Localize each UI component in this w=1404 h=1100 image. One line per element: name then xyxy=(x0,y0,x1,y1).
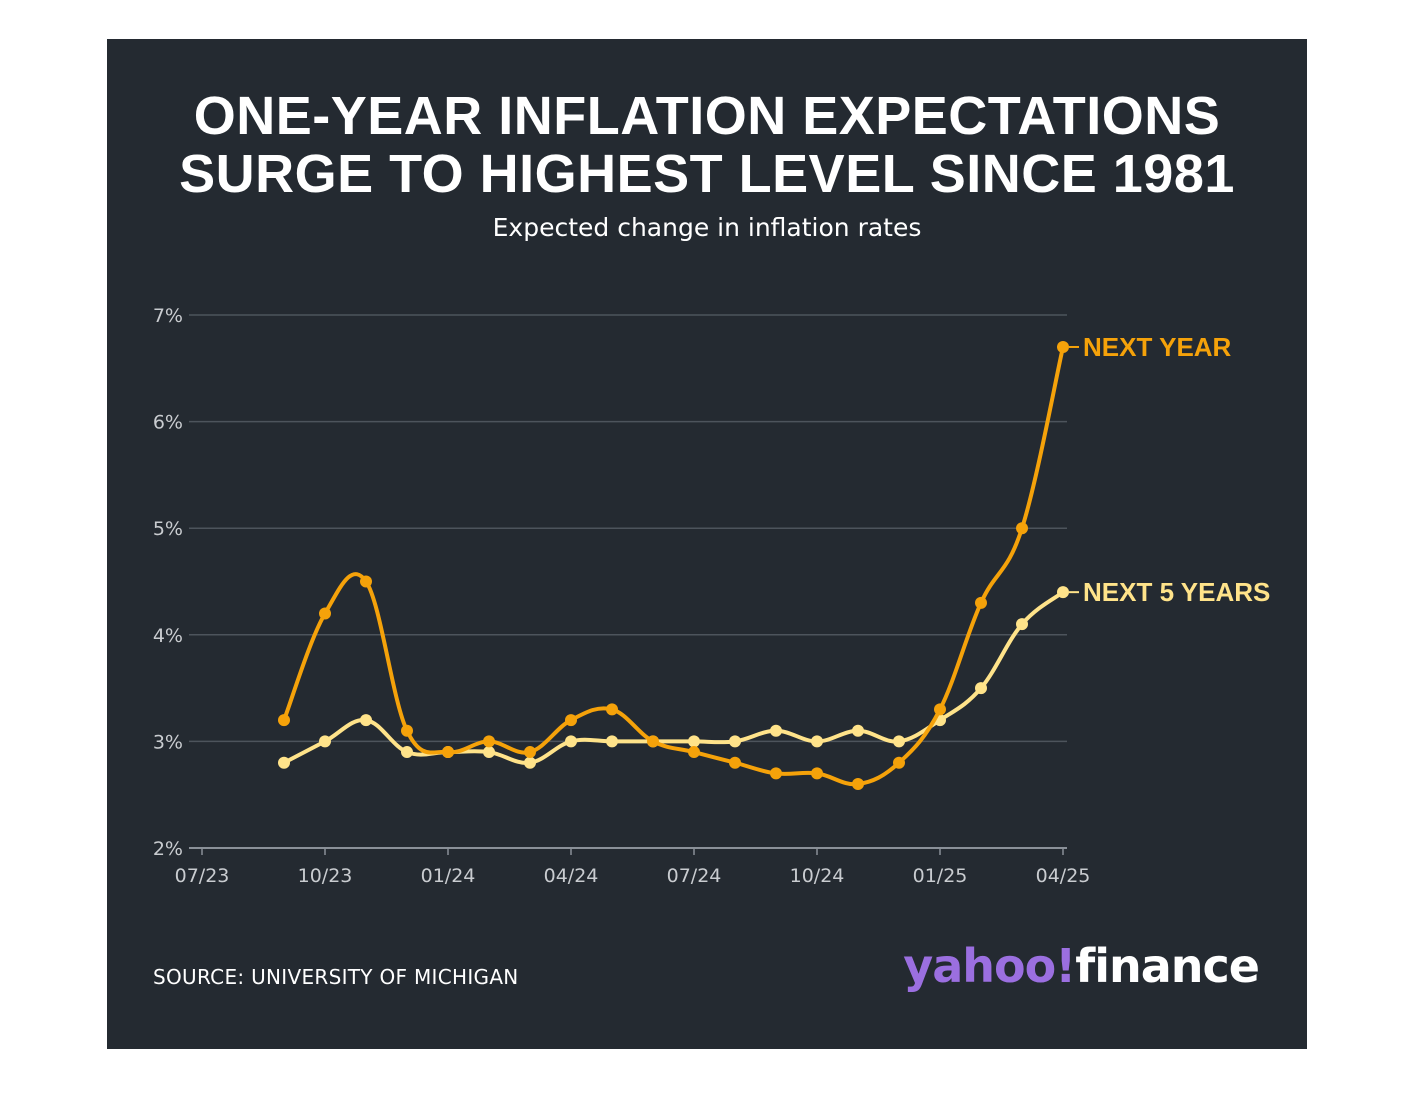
data-point-next-5-years xyxy=(688,735,700,748)
x-tick-label: 07/23 xyxy=(175,865,230,887)
x-tick-label: 04/24 xyxy=(544,865,599,887)
logo-product: finance xyxy=(1075,939,1260,993)
chart-subtitle: Expected change in inflation rates xyxy=(492,213,922,242)
data-point-next-year xyxy=(975,596,987,609)
y-tick-label: 3% xyxy=(153,731,183,753)
series-label-next-5-years: NEXT 5 YEARS xyxy=(1083,577,1270,607)
line-chart: 2% 3% 4% 5% 6% 7% 07/23 10/23 01/24 04/24 07/24 10/… xyxy=(153,305,1271,887)
data-point-next-5-years xyxy=(1057,586,1069,599)
data-point-next-year xyxy=(319,607,331,620)
data-point-next-year xyxy=(934,703,946,716)
logo-brand: yahoo! xyxy=(903,939,1076,993)
data-point-next-5-years xyxy=(893,735,905,748)
data-point-next-year xyxy=(278,714,290,727)
x-tick-label: 10/23 xyxy=(298,865,353,887)
source-note: SOURCE: UNIVERSITY OF MICHIGAN xyxy=(153,965,519,989)
data-point-next-5-years xyxy=(1016,618,1028,631)
data-point-next-year xyxy=(893,756,905,769)
data-point-next-5-years xyxy=(360,714,372,727)
x-tick-label: 01/24 xyxy=(421,865,476,887)
series-label-next-year: NEXT YEAR xyxy=(1083,332,1232,362)
chart-title: ONE-YEAR INFLATION EXPECTATIONS SURGE TO… xyxy=(107,87,1307,203)
data-point-next-year xyxy=(852,778,864,791)
x-tick-label: 07/24 xyxy=(667,865,722,887)
data-point-next-5-years xyxy=(606,735,618,748)
data-point-next-year xyxy=(360,575,372,588)
data-point-next-5-years xyxy=(483,746,495,759)
chart-title-line-2: SURGE TO HIGHEST LEVEL SINCE 1981 xyxy=(179,144,1235,204)
chart-card: ONE-YEAR INFLATION EXPECTATIONS SURGE TO… xyxy=(107,39,1307,1049)
data-point-next-year xyxy=(483,735,495,748)
data-point-next-5-years xyxy=(524,756,536,769)
data-point-next-5-years xyxy=(278,756,290,769)
series-line-next-year xyxy=(282,344,1065,787)
data-point-next-5-years xyxy=(729,735,741,748)
y-tick-label: 6% xyxy=(153,412,183,434)
data-point-next-year xyxy=(1057,340,1069,353)
x-tick-label: 10/24 xyxy=(790,865,845,887)
data-point-next-5-years xyxy=(401,746,413,759)
y-tick-label: 2% xyxy=(153,838,183,860)
data-point-next-5-years xyxy=(811,735,823,748)
yahoo-finance-logo: yahoo!finance xyxy=(903,939,1260,993)
x-tick-label: 01/25 xyxy=(913,865,968,887)
data-point-next-year xyxy=(442,746,454,759)
data-point-next-year xyxy=(401,724,413,737)
data-point-next-5-years xyxy=(770,724,782,737)
y-tick-label: 4% xyxy=(153,625,183,647)
y-tick-label: 7% xyxy=(153,305,183,327)
chart-title-line-1: ONE-YEAR INFLATION EXPECTATIONS xyxy=(193,86,1221,146)
data-point-next-year xyxy=(729,756,741,769)
y-tick-label: 5% xyxy=(153,518,183,540)
series-line-next-5-years xyxy=(282,590,1065,765)
data-point-next-5-years xyxy=(975,682,987,695)
data-point-next-5-years xyxy=(852,724,864,737)
data-point-next-year xyxy=(565,714,577,727)
data-point-next-year xyxy=(770,767,782,780)
data-point-next-5-years xyxy=(319,735,331,748)
data-point-next-year xyxy=(811,767,823,780)
data-point-next-year xyxy=(647,735,659,748)
data-point-next-year xyxy=(1016,522,1028,535)
data-point-next-year xyxy=(606,703,618,716)
x-tick-label: 04/25 xyxy=(1036,865,1091,887)
data-point-next-year xyxy=(688,746,700,759)
data-point-next-5-years xyxy=(565,735,577,748)
data-point-next-year xyxy=(524,746,536,759)
